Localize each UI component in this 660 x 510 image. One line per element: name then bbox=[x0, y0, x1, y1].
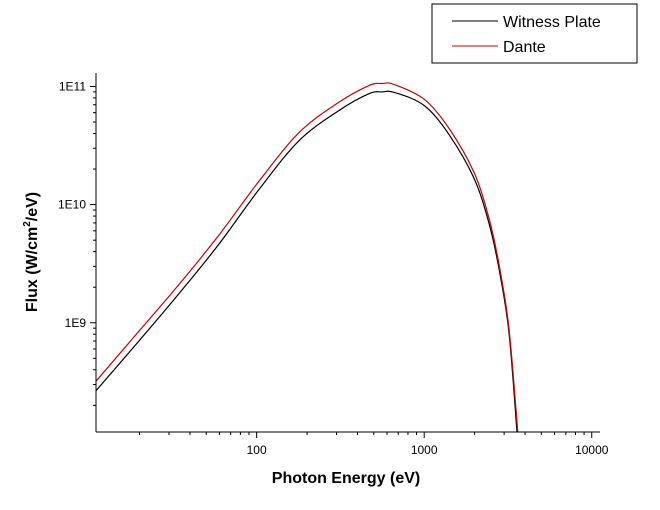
x-tick-label: 100 bbox=[247, 443, 267, 457]
y-tick-label: 1E11 bbox=[59, 79, 86, 93]
legend-box bbox=[431, 3, 638, 64]
x-axis-title: Photon Energy (eV) bbox=[272, 470, 420, 487]
y-tick-label: 1E9 bbox=[65, 316, 87, 330]
tick-labels: 100 1000 10000 1E9 1E10 1E11 bbox=[58, 79, 609, 457]
x-tick-label: 10000 bbox=[575, 443, 609, 457]
plot-area bbox=[95, 82, 519, 433]
series-line-dante bbox=[95, 82, 519, 433]
y-axis-title: Flux (W/cm2/eV) bbox=[22, 192, 41, 312]
y-axis-title-main: Flux (W/cm bbox=[24, 227, 41, 312]
ticks bbox=[90, 85, 593, 438]
legend: Witness Plate Dante bbox=[431, 3, 638, 64]
legend-label-dante: Dante bbox=[503, 39, 546, 56]
axes bbox=[95, 73, 600, 433]
series-line-witness-plate bbox=[95, 90, 518, 433]
y-axis-title-tail: /eV) bbox=[24, 192, 41, 221]
x-tick-label: 1000 bbox=[411, 443, 438, 457]
legend-label-witness-plate: Witness Plate bbox=[503, 14, 601, 31]
y-axis-title-sup: 2 bbox=[22, 221, 33, 227]
y-tick-label: 1E10 bbox=[58, 198, 86, 212]
